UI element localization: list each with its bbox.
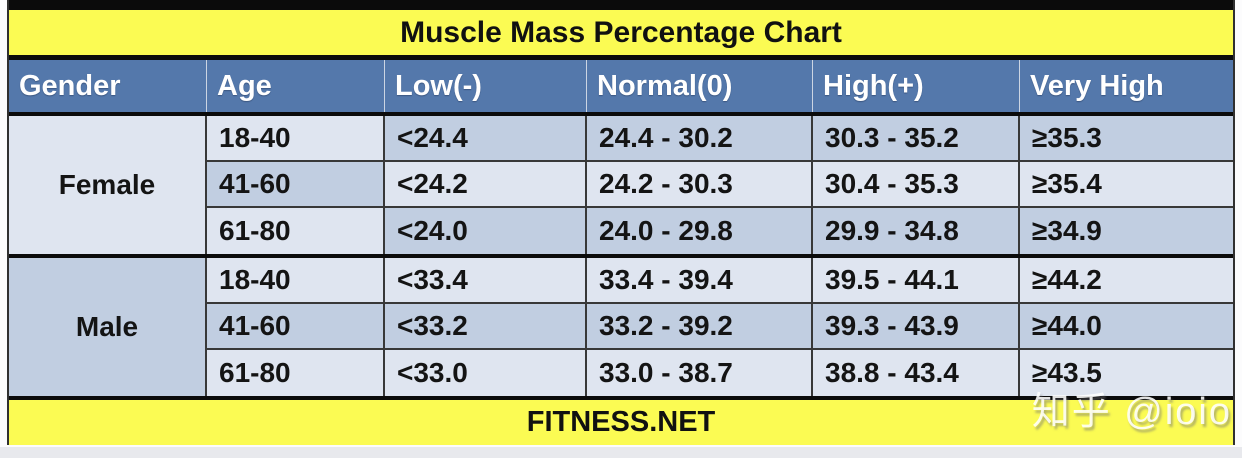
header-cell-gender: Gender — [9, 60, 207, 112]
normal-cell: 33.2 - 39.2 — [587, 304, 813, 350]
header-cell-high: High(+) — [813, 60, 1020, 112]
table-title: Muscle Mass Percentage Chart — [9, 10, 1233, 60]
low-cell: <33.2 — [385, 304, 587, 350]
low-cell: <24.0 — [385, 208, 587, 254]
high-cell: 29.9 - 34.8 — [813, 208, 1020, 254]
high-cell: 30.3 - 35.2 — [813, 116, 1020, 162]
age-cell: 61-80 — [207, 208, 385, 254]
high-cell: 38.8 - 43.4 — [813, 350, 1020, 396]
normal-cell: 33.0 - 38.7 — [587, 350, 813, 396]
gender-cell: Female — [9, 116, 207, 254]
normal-cell: 24.4 - 30.2 — [587, 116, 813, 162]
age-cell: 61-80 — [207, 350, 385, 396]
header-cell-very-high: Very High — [1030, 69, 1164, 102]
very-high-cell: ≥35.4 — [1020, 162, 1233, 208]
low-cell: <24.4 — [385, 116, 587, 162]
very-high-cell: ≥35.3 — [1020, 116, 1233, 162]
high-cell: 39.5 - 44.1 — [813, 258, 1020, 304]
normal-cell: 24.0 - 29.8 — [587, 208, 813, 254]
table-body: Female 18-40 <24.4 24.4 - 30.2 30.3 - 35.2 ≥3… — [9, 116, 1233, 400]
very-high-cell: ≥44.2 — [1020, 258, 1233, 304]
high-cell: 30.4 - 35.3 — [813, 162, 1020, 208]
table-section-female: Female 18-40 <24.4 24.4 - 30.2 30.3 - 35.2 ≥3… — [9, 116, 1233, 258]
header-cell-low: Low(-) — [385, 60, 587, 112]
normal-cell: 33.4 - 39.4 — [587, 258, 813, 304]
table-footer: FITNESS.NET — [9, 400, 1233, 445]
normal-cell: 24.2 - 30.3 — [587, 162, 813, 208]
low-cell: <33.0 — [385, 350, 587, 396]
low-cell: <24.2 — [385, 162, 587, 208]
header-cell-age: Age — [207, 60, 385, 112]
age-cell: 18-40 — [207, 116, 385, 162]
very-high-cell: ≥44.0 — [1020, 304, 1233, 350]
table-header-row: Gender Age Low(-) Normal(0) High(+) Very… — [9, 60, 1233, 116]
very-high-cell: ≥43.5 — [1020, 350, 1233, 396]
table-section-male: Male 18-40 <33.4 33.4 - 39.4 39.5 - 44.1 ≥44.… — [9, 258, 1233, 400]
very-high-cell: ≥34.9 — [1020, 208, 1233, 254]
header-cell-normal: Normal(0) — [587, 60, 813, 112]
age-cell: 41-60 — [207, 162, 385, 208]
gender-cell: Male — [9, 258, 207, 396]
high-cell: 39.3 - 43.9 — [813, 304, 1020, 350]
low-cell: <33.4 — [385, 258, 587, 304]
bottom-strip — [0, 447, 1242, 458]
age-cell: 41-60 — [207, 304, 385, 350]
muscle-mass-table: Muscle Mass Percentage Chart Gender Age … — [7, 0, 1235, 445]
age-cell: 18-40 — [207, 258, 385, 304]
table-top-border — [9, 0, 1233, 10]
